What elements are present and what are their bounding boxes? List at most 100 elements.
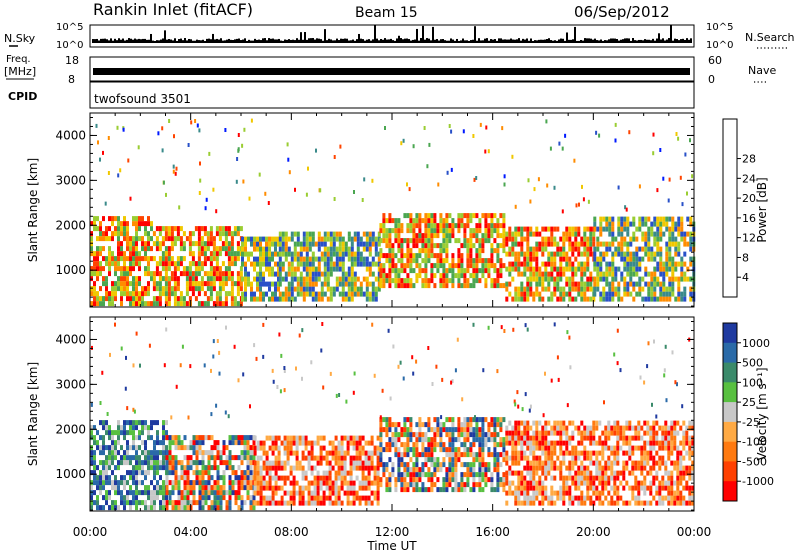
heat-cell — [295, 440, 299, 446]
heat-cell — [385, 427, 389, 433]
heat-cell — [271, 500, 275, 506]
heat-cell — [442, 482, 446, 488]
heat-cell — [227, 256, 231, 262]
heat-cell — [162, 425, 165, 431]
heat-cell — [628, 470, 632, 476]
heat-cell — [520, 445, 524, 451]
heat-cell — [547, 226, 551, 232]
heat-cell — [457, 213, 461, 219]
heat-cell — [365, 266, 369, 272]
heat-cell — [152, 301, 156, 307]
heat-cell — [105, 226, 108, 232]
heat-cell — [430, 472, 434, 478]
heat-cell — [493, 457, 497, 463]
heat-cell — [295, 460, 299, 466]
heat-cell — [265, 241, 268, 247]
heat-cell — [656, 276, 660, 282]
heat-cell — [299, 281, 303, 287]
heat-cell — [466, 437, 470, 443]
heat-cell — [323, 261, 327, 267]
heat-cell — [388, 263, 392, 269]
heat-cell — [256, 276, 259, 282]
heat-cell — [230, 291, 234, 297]
heat-cell — [201, 475, 205, 481]
heat-cell — [517, 420, 521, 426]
heat-cell — [132, 221, 135, 227]
heat-cell — [262, 450, 266, 456]
heat-cell — [299, 271, 303, 277]
heat-cell — [605, 226, 609, 232]
heat-cell — [165, 450, 169, 456]
heat-cell — [671, 226, 675, 232]
heat-cell — [365, 296, 369, 302]
heat-cell — [153, 460, 156, 466]
heat-cell — [544, 241, 548, 247]
heat-cell — [415, 253, 419, 259]
heat-cell — [568, 485, 572, 491]
heat-cell — [150, 460, 153, 466]
heat-cell — [385, 273, 389, 279]
heat-cell — [328, 460, 332, 466]
heat-cell — [180, 465, 184, 471]
heat-cell — [493, 437, 497, 443]
nsky-mark — [188, 38, 190, 43]
heat-cell — [616, 420, 620, 426]
heat-cell — [493, 268, 497, 274]
heat-cell — [225, 505, 229, 511]
heat-cell — [144, 440, 147, 446]
heat-cell — [137, 145, 140, 150]
heat-cell — [177, 505, 181, 511]
heat-cell — [259, 296, 262, 302]
heat-cell — [265, 470, 269, 476]
heat-cell — [350, 281, 354, 287]
heat-cell — [105, 500, 108, 506]
heat-cell — [298, 490, 302, 496]
heat-cell — [385, 228, 389, 234]
heat-cell — [466, 472, 470, 478]
heat-cell — [179, 226, 183, 232]
heat-cell — [350, 261, 354, 267]
heat-cell — [219, 450, 223, 456]
heat-cell — [197, 261, 201, 267]
heat-cell — [463, 432, 467, 438]
nsky-mark — [466, 40, 468, 43]
heat-cell — [203, 281, 207, 287]
heat-cell — [108, 490, 111, 496]
heat-cell — [412, 472, 416, 478]
nsky-mark — [646, 39, 648, 43]
heat-cell — [243, 445, 247, 451]
heat-cell — [144, 291, 147, 297]
heat-cell — [236, 291, 240, 297]
heat-cell — [334, 485, 338, 491]
heat-cell — [147, 485, 150, 491]
heat-cell — [165, 500, 169, 506]
heat-cell — [589, 460, 593, 466]
heat-cell — [212, 281, 216, 287]
heat-cell — [102, 450, 105, 456]
heat-cell — [102, 460, 105, 466]
colorbar-tick-label: 8 — [742, 251, 749, 264]
heat-cell — [144, 460, 147, 466]
heat-cell — [277, 460, 281, 466]
heat-cell — [123, 495, 126, 501]
heat-cell — [496, 283, 500, 289]
nsky-mark — [540, 39, 542, 43]
nsky-mark — [98, 40, 100, 43]
heat-cell — [662, 276, 666, 282]
heat-cell — [253, 296, 256, 302]
heat-cell — [379, 447, 383, 453]
heat-cell — [165, 485, 169, 491]
heat-cell — [218, 276, 222, 282]
heat-cell — [197, 226, 201, 232]
heat-cell — [253, 266, 256, 272]
heat-cell — [662, 216, 666, 222]
heat-cell — [141, 221, 144, 227]
heat-cell — [224, 271, 228, 277]
heat-cell — [496, 422, 500, 428]
heat-cell — [439, 467, 443, 473]
heat-cell — [629, 281, 633, 287]
heat-cell — [541, 465, 545, 471]
heat-cell — [385, 447, 389, 453]
heat-cell — [304, 500, 308, 506]
heat-cell — [326, 251, 330, 257]
